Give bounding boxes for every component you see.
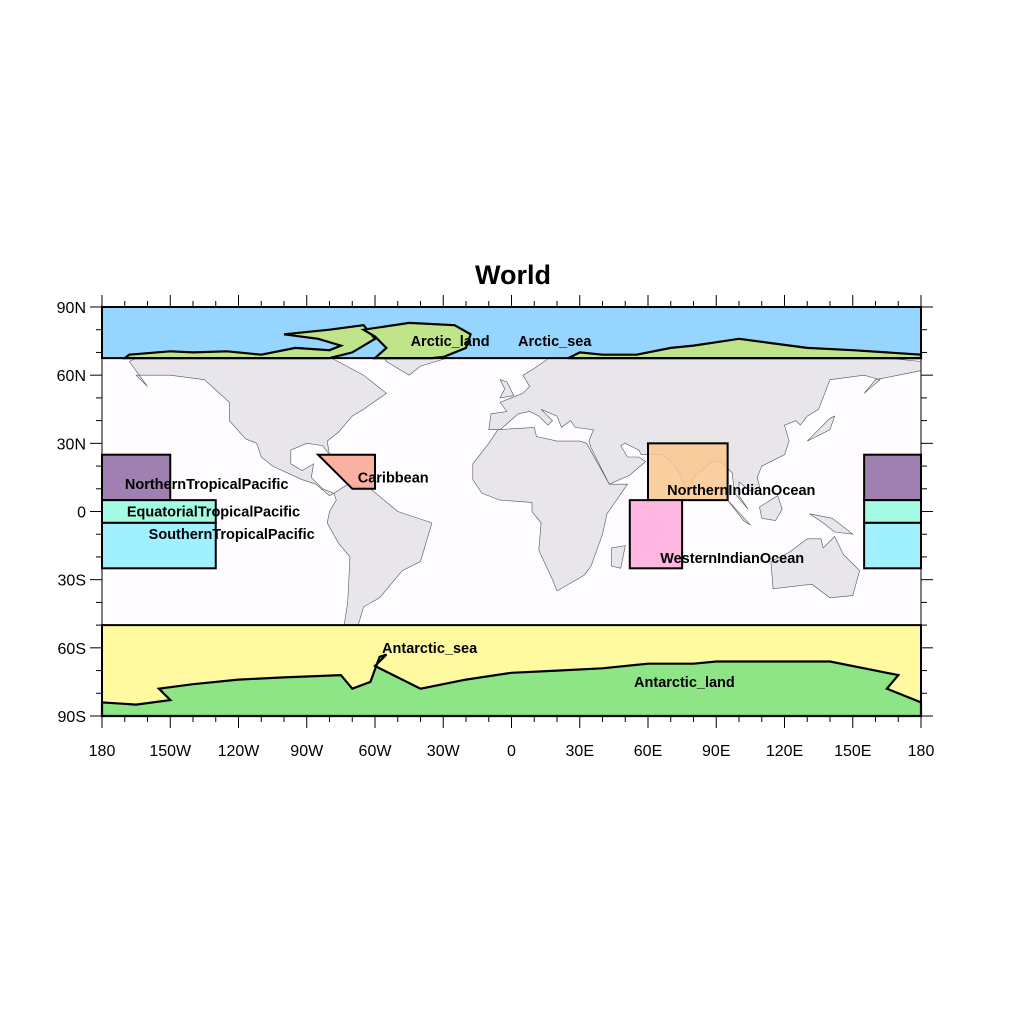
landmass-great-britain bbox=[499, 379, 515, 399]
landmass-north-america bbox=[128, 347, 387, 496]
x-tick-label: 90W bbox=[290, 743, 324, 760]
y-tick-label: 60S bbox=[58, 641, 86, 658]
region-box bbox=[863, 521, 922, 570]
x-tick-label: 150E bbox=[834, 743, 871, 760]
x-tick-label: 180 bbox=[89, 743, 116, 760]
x-tick-label: 60W bbox=[359, 743, 393, 760]
landmass-madagascar bbox=[611, 545, 626, 569]
landmass-sumatra bbox=[727, 499, 751, 526]
y-tick-label: 0 bbox=[77, 505, 86, 522]
landmass-africa bbox=[472, 427, 629, 592]
region-label: EquatorialTropicalPacific bbox=[127, 505, 300, 521]
regions bbox=[100, 306, 923, 718]
x-tick-label: 30W bbox=[427, 743, 461, 760]
region-label: Caribbean bbox=[358, 470, 429, 486]
region-label: SouthernTropicalPacific bbox=[149, 527, 315, 543]
region-box bbox=[628, 499, 684, 570]
region-westernindianocean bbox=[628, 499, 684, 570]
x-tick-label: 60E bbox=[634, 743, 662, 760]
region-box bbox=[647, 442, 729, 502]
region-box bbox=[863, 453, 922, 502]
x-tick-label: 120W bbox=[218, 743, 261, 760]
x-tick-label: 180 bbox=[908, 743, 935, 760]
region-equatorialtropicalpacific bbox=[101, 499, 922, 524]
y-tick-label: 90S bbox=[58, 709, 86, 726]
region-southerntropicalpacific bbox=[101, 521, 922, 570]
region-label: NorthernTropicalPacific bbox=[125, 477, 289, 493]
y-tick-label: 30N bbox=[57, 436, 86, 453]
region-label: Antarctic_sea bbox=[382, 641, 478, 657]
landmass-japan bbox=[807, 415, 836, 442]
map-title: World bbox=[475, 260, 551, 290]
region-polygon bbox=[315, 453, 376, 490]
x-tick-label: 90E bbox=[702, 743, 730, 760]
x-tick-label: 30E bbox=[566, 743, 594, 760]
landmass-south-america bbox=[326, 483, 433, 633]
region-label: Antarctic_land bbox=[634, 675, 735, 691]
x-tick-label: 150W bbox=[149, 743, 192, 760]
x-tick-label: 0 bbox=[507, 743, 516, 760]
region-northernindianocean bbox=[647, 442, 729, 502]
landmass-new-guinea bbox=[809, 513, 854, 535]
region-label: Arctic_land bbox=[411, 334, 490, 350]
y-tick-label: 60N bbox=[57, 368, 86, 385]
landmass-borneo bbox=[759, 495, 783, 521]
region-label: NorthernIndianOcean bbox=[667, 483, 815, 499]
arctic-land-patch bbox=[567, 337, 923, 360]
arctic-land-patch bbox=[121, 324, 377, 360]
region-label: Arctic_sea bbox=[518, 334, 592, 350]
antarctic-land-patch bbox=[100, 653, 923, 718]
region-box bbox=[101, 453, 172, 502]
region-labels: Arctic_sea Arctic_land NorthernTropicalPac… bbox=[125, 334, 816, 691]
arctic-land-patch bbox=[360, 321, 472, 360]
x-tick-label: 120E bbox=[766, 743, 803, 760]
region-northerntropicalpacific bbox=[101, 453, 922, 502]
region-label: WesternIndianOcean bbox=[660, 551, 804, 567]
landmass-australia bbox=[770, 535, 860, 599]
axes: 180 150W 120W 90W 60W 30W 0 30E 60E 90E 120E 150E 18… bbox=[57, 295, 935, 760]
region-caribbean bbox=[315, 453, 376, 490]
y-tick-label: 90N bbox=[57, 300, 86, 317]
y-tick-label: 30S bbox=[58, 573, 86, 590]
region-box bbox=[863, 499, 922, 524]
region-arctic-land bbox=[121, 321, 923, 360]
region-antarctic-land bbox=[100, 653, 923, 718]
region-box bbox=[101, 521, 217, 570]
